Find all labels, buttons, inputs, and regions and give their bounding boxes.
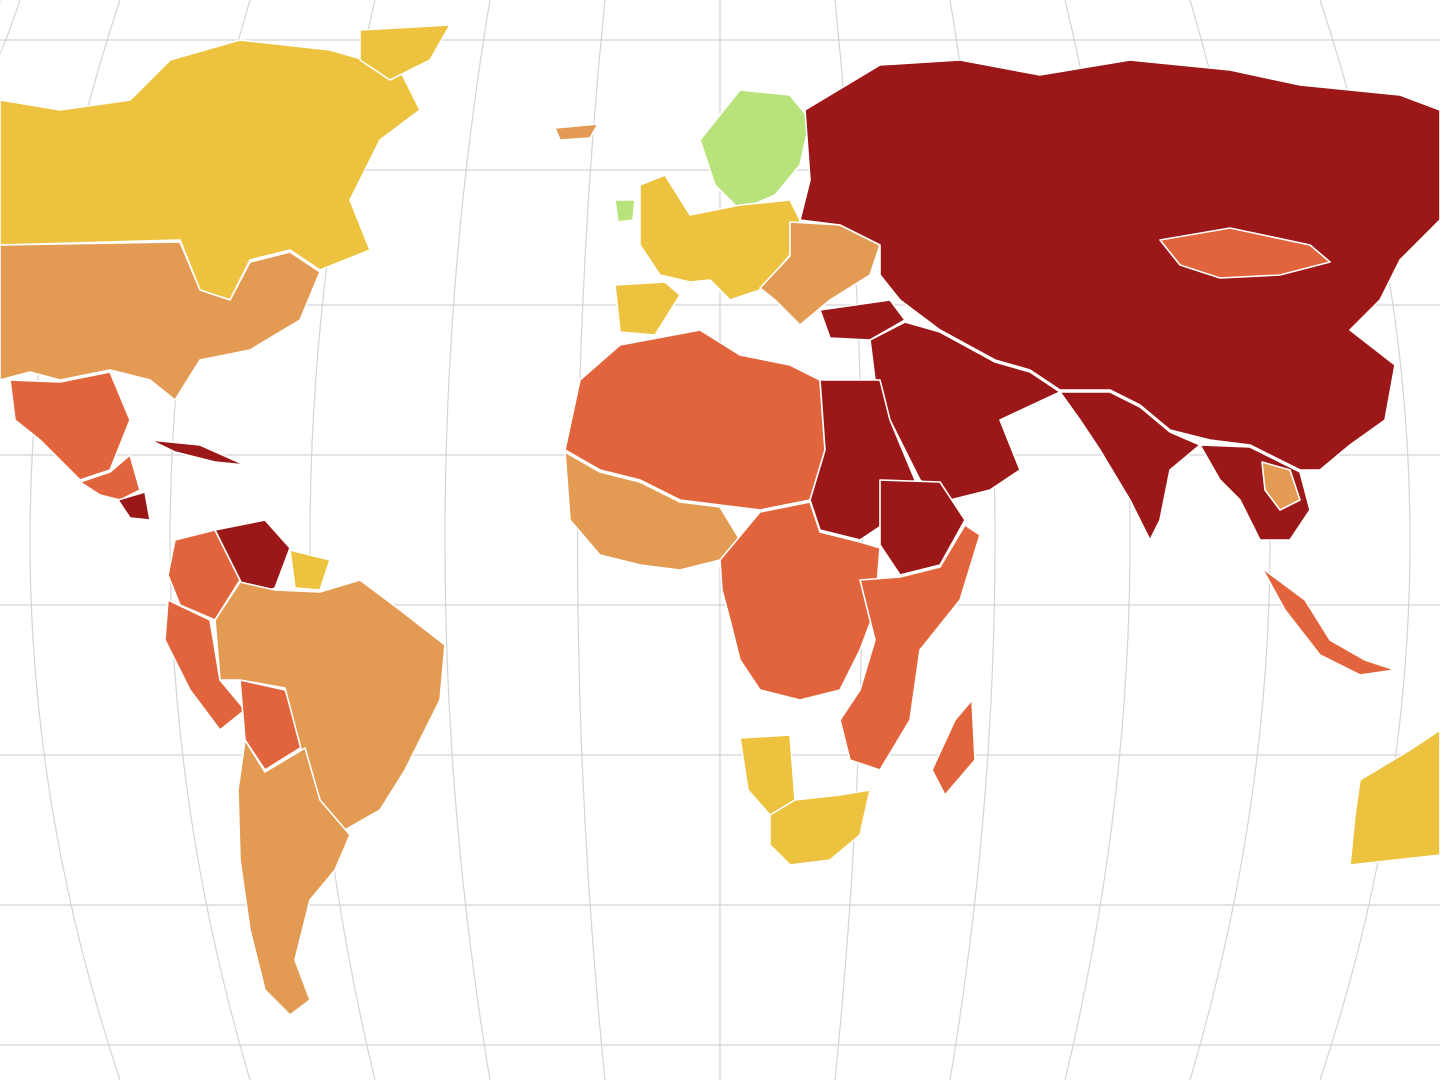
scandinavia [699, 89, 811, 211]
venezuela [214, 519, 291, 599]
south-africa [769, 789, 871, 866]
mexico [9, 371, 131, 481]
east-africa [839, 524, 981, 771]
argentina-chile [237, 739, 351, 1016]
thailand [1261, 461, 1301, 511]
ethiopia [879, 479, 966, 576]
iberia [614, 281, 681, 336]
guianas [289, 549, 331, 591]
namibia [739, 734, 796, 816]
madagascar [931, 699, 976, 796]
australia [1349, 729, 1440, 866]
nicaragua [117, 491, 151, 521]
russia-asia [799, 59, 1440, 471]
greenland [359, 24, 451, 81]
peru [164, 599, 246, 731]
turkey [819, 299, 906, 341]
india [1059, 391, 1201, 541]
countries [0, 24, 1440, 1016]
cuba [149, 439, 246, 466]
central-africa [719, 501, 881, 701]
usa [0, 241, 321, 401]
central-america [79, 454, 141, 501]
indonesia [1261, 567, 1396, 676]
iceland [554, 123, 599, 141]
ireland [614, 199, 636, 223]
brazil [214, 579, 446, 831]
mongolia [1159, 227, 1331, 279]
